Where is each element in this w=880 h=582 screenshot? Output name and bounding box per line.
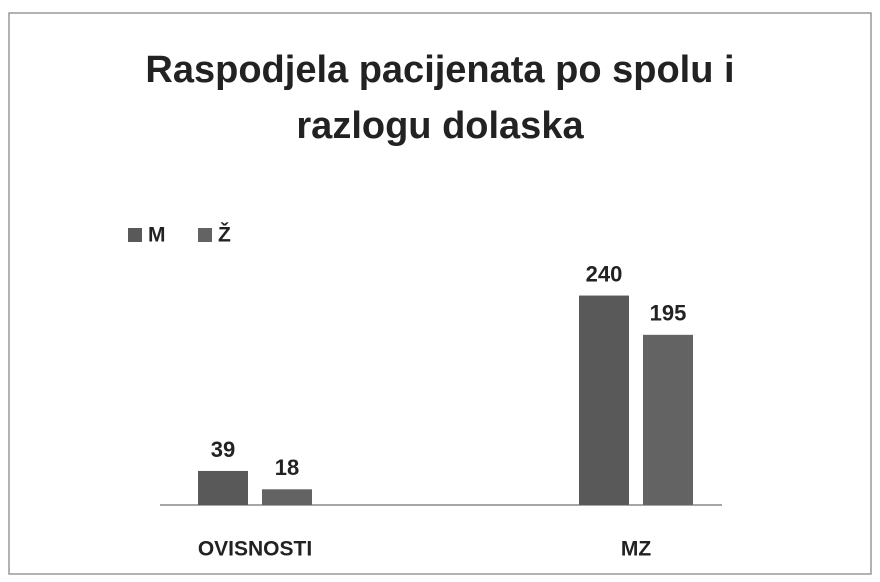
legend-swatch <box>198 228 212 242</box>
bar <box>262 489 312 505</box>
chart-title: razlogu dolaska <box>296 105 584 147</box>
chart-border <box>8 12 872 575</box>
legend-swatch <box>128 228 142 242</box>
legend-label: Ž <box>218 223 231 247</box>
data-label: 39 <box>211 437 235 462</box>
x-tick-label: MZ <box>621 538 651 561</box>
bar <box>198 470 248 505</box>
data-label: 18 <box>275 455 299 480</box>
bar <box>579 295 629 505</box>
data-label: 195 <box>650 301 687 326</box>
data-label: 240 <box>586 261 623 286</box>
legend-label: M <box>148 224 166 247</box>
chart-title: Raspodjela pacijenata po spolu i <box>145 49 734 91</box>
bar <box>643 334 693 505</box>
x-tick-label: OVISNOSTI <box>198 538 312 561</box>
